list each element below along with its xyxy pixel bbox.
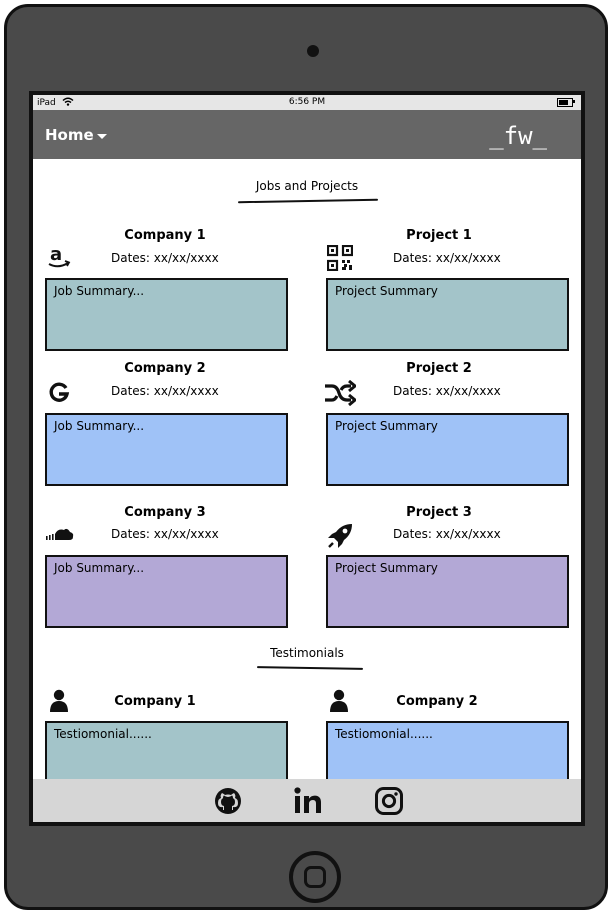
navbar: Home _fw_ [33,110,581,159]
user-icon [50,689,68,712]
linkedin-icon[interactable] [293,786,323,816]
project-3-dates: Dates: xx/xx/xxxx [393,527,501,541]
company-3-dates: Dates: xx/xx/xxxx [111,527,219,541]
company-1-card[interactable]: Job Summary... [45,278,288,351]
qrcode-icon [327,245,353,271]
screen: iPad 6:56 PM Home _fw_ Jobs and Projects… [29,91,585,826]
testimonials-title-underline [256,666,364,670]
project-2-dates: Dates: xx/xx/xxxx [393,384,501,398]
project-3-summary: Project Summary [335,561,438,575]
project-2-summary: Project Summary [335,419,438,433]
home-button-square-icon [304,866,326,888]
shuffle-icon [325,380,356,406]
home-menu[interactable]: Home [45,126,94,144]
wifi-icon [62,97,74,106]
company-2-title: Company 2 [124,361,206,376]
battery-icon [557,98,573,107]
jobs-title-underline [237,198,379,204]
svg-text:a: a [50,245,62,265]
project-3-title: Project 3 [406,505,472,520]
camera [307,45,319,57]
device-label: iPad [37,97,74,108]
user-icon [330,689,348,712]
jobs-section-title: Jobs and Projects [255,179,359,193]
rocket-icon [328,524,352,548]
soundcloud-icon [46,528,74,540]
status-time: 6:56 PM [288,97,326,107]
testimonial-1-company: Company 1 [114,694,196,709]
amazon-icon: a [48,245,71,268]
company-2-card[interactable]: Job Summary... [45,413,288,486]
battery-tip [573,100,575,103]
github-icon[interactable] [213,786,243,816]
company-1-title: Company 1 [124,228,206,243]
company-3-card[interactable]: Job Summary... [45,555,288,628]
testimonial-1-text: Testiomonial...... [54,727,152,741]
google-icon [49,382,70,402]
status-bar: iPad 6:56 PM [33,95,581,110]
project-1-card[interactable]: Project Summary [326,278,569,351]
project-1-summary: Project Summary [335,284,438,298]
footer-bar [33,779,581,822]
testimonial-2-text: Testiomonial...... [335,727,433,741]
home-hardware-button[interactable] [289,851,341,903]
project-2-card[interactable]: Project Summary [326,413,569,486]
company-1-dates: Dates: xx/xx/xxxx [111,251,219,265]
company-3-summary: Job Summary... [54,561,145,575]
company-2-dates: Dates: xx/xx/xxxx [111,384,219,398]
testimonial-2-company: Company 2 [396,694,478,709]
project-1-dates: Dates: xx/xx/xxxx [393,251,501,265]
logo: _fw_ [489,122,547,150]
company-3-title: Company 3 [124,505,206,520]
instagram-icon[interactable] [374,786,404,816]
company-2-summary: Job Summary... [54,419,145,433]
project-1-title: Project 1 [406,228,472,243]
project-3-card[interactable]: Project Summary [326,555,569,628]
project-2-title: Project 2 [406,361,472,376]
chevron-down-icon[interactable] [97,134,107,139]
device-name: iPad [37,98,56,108]
company-1-summary: Job Summary... [54,284,145,298]
testimonials-section-title: Testimonials [270,646,344,660]
